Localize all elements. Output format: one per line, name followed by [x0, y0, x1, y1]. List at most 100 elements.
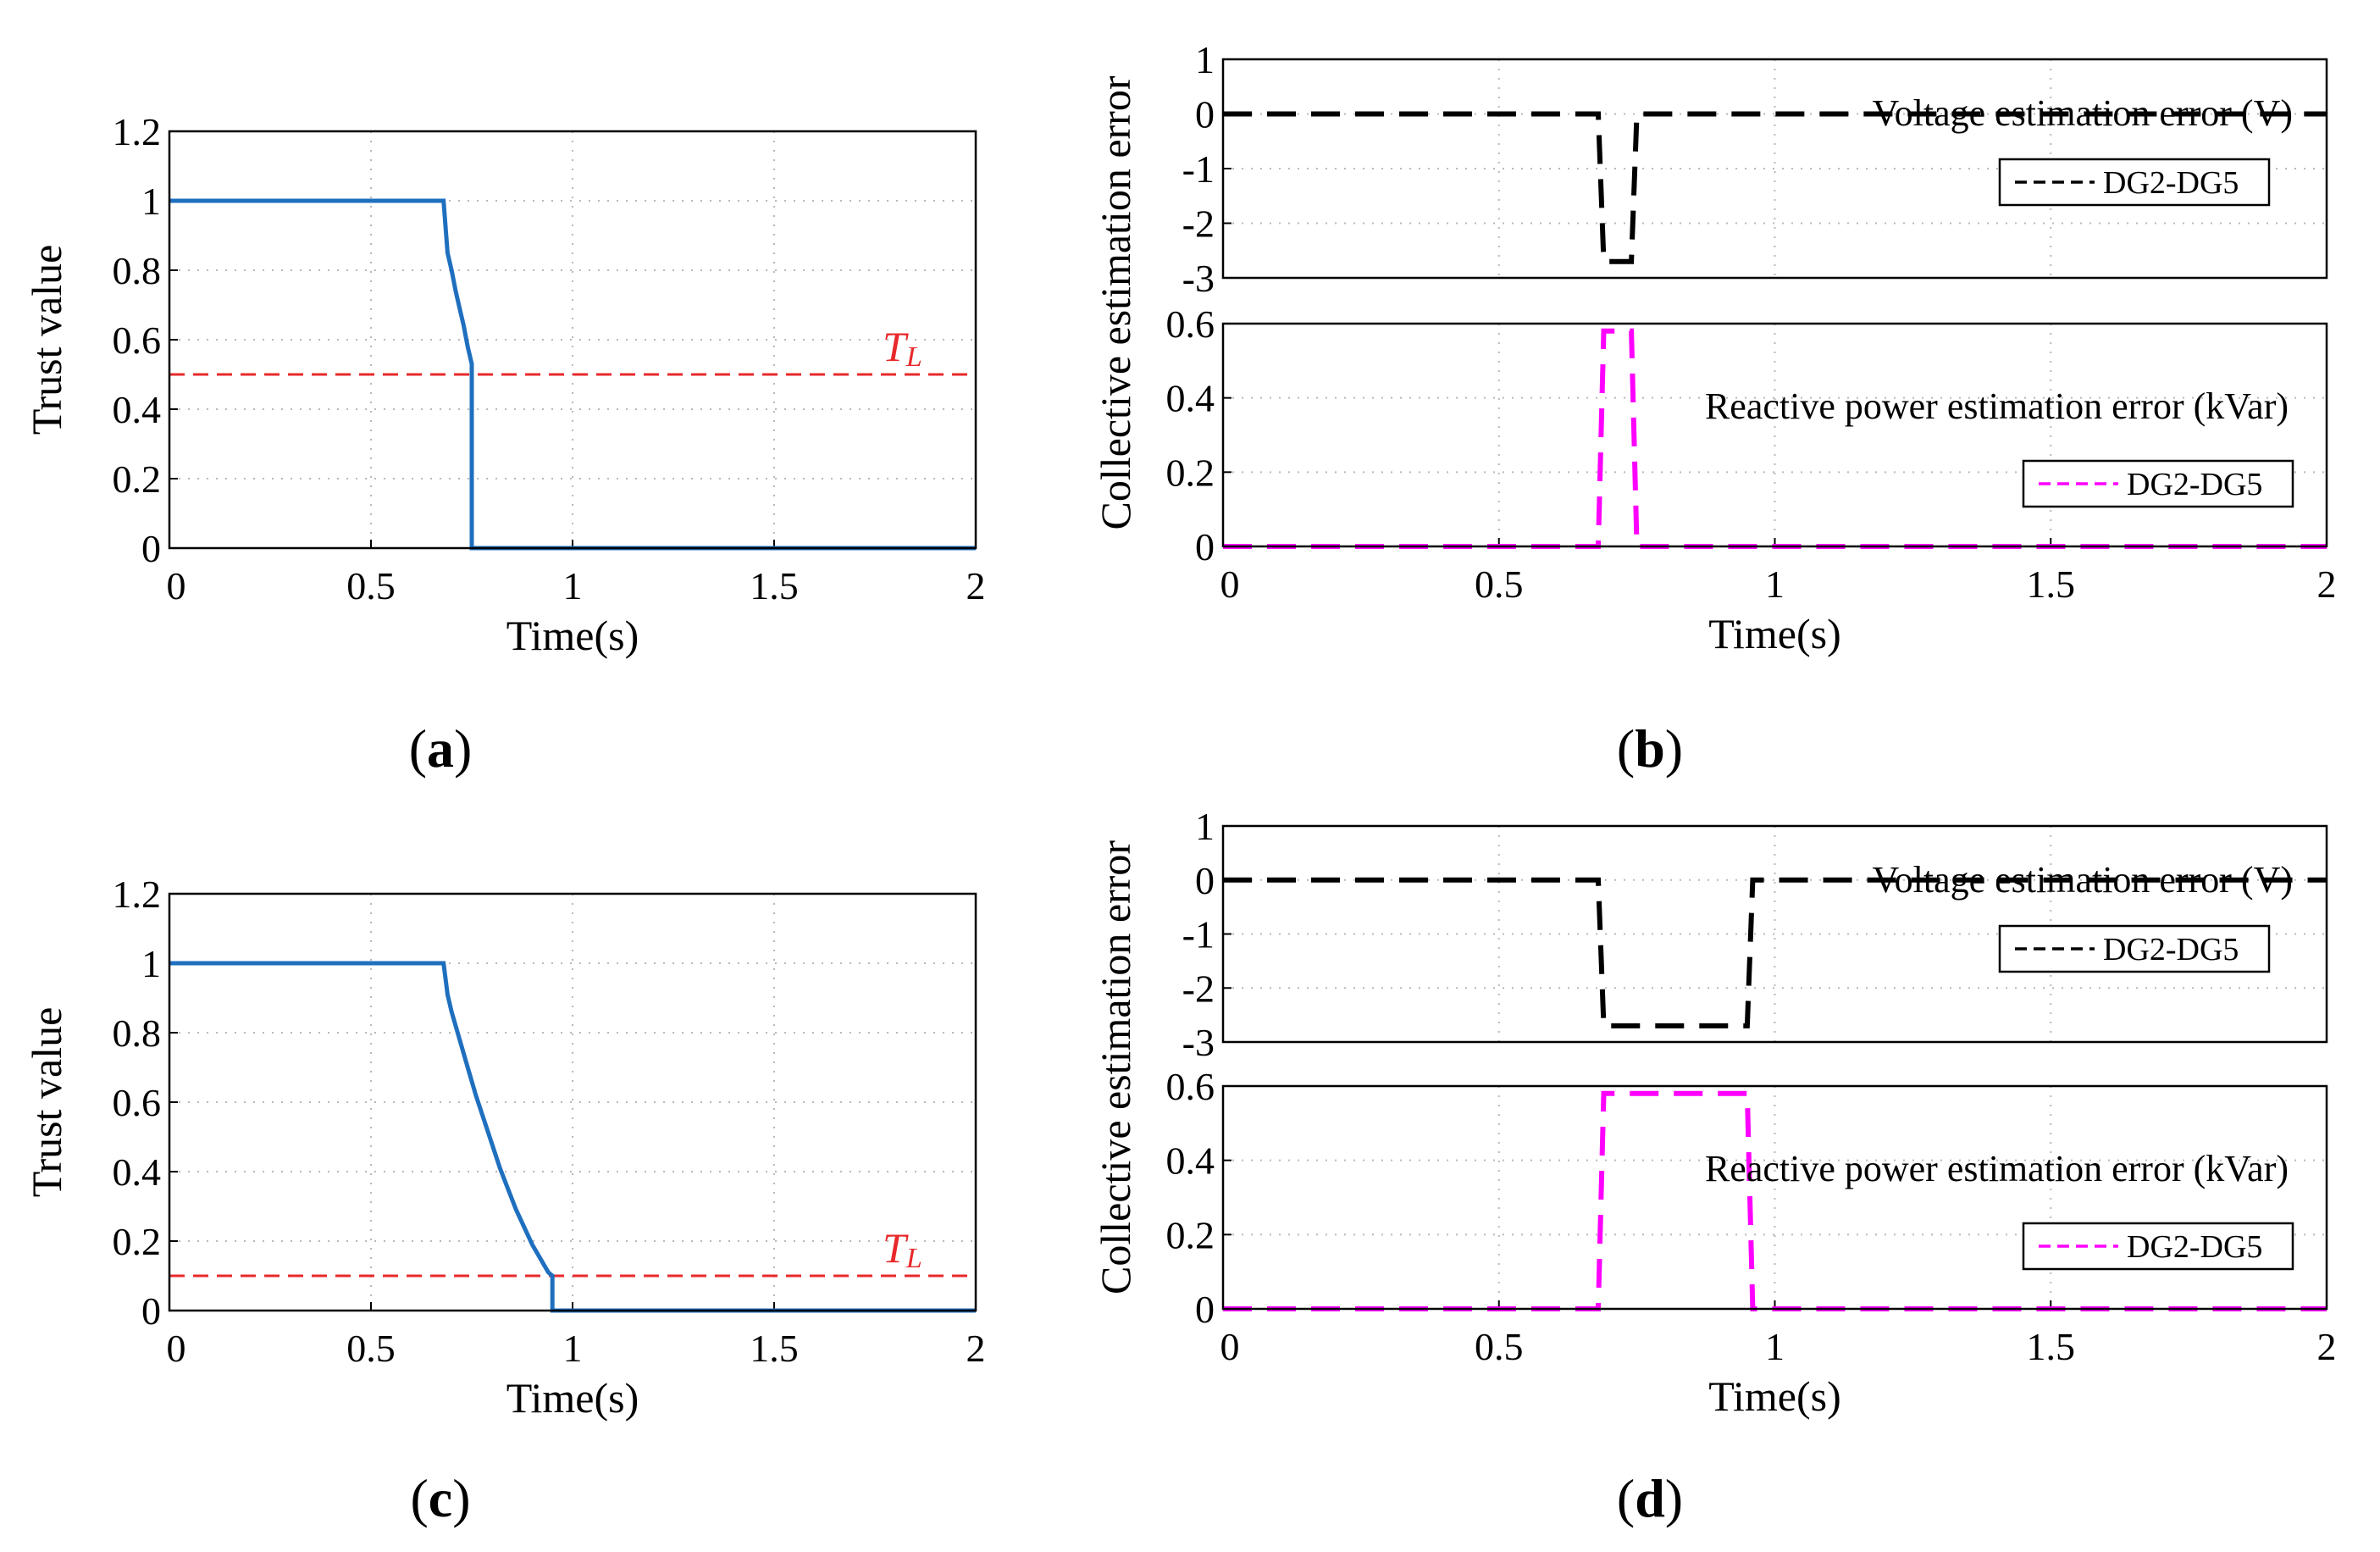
x-axis-label: Time(s): [506, 1374, 639, 1422]
series-line: [1223, 111, 2327, 264]
reactive-annotation: Reactive power estimation error (kVar): [1705, 385, 2289, 427]
y-tick-label: 1: [1195, 38, 1215, 81]
axes-frame: [1221, 824, 2328, 1044]
y-tick-label: -3: [1182, 1021, 1215, 1064]
x-tick-label: 0: [167, 1327, 186, 1370]
y-axis-label: Collective estimation error: [1092, 75, 1139, 529]
y-axis-label: Collective estimation error: [1092, 840, 1139, 1294]
y-tick-label: 0.6: [113, 319, 162, 362]
y-tick-label: 0: [1195, 1288, 1215, 1331]
x-tick-label: 1.5: [750, 564, 799, 607]
legend: DG2-DG5: [2022, 459, 2294, 508]
y-tick-label: 0: [1195, 525, 1215, 568]
x-tick-label: 0.5: [346, 564, 396, 607]
series-line: [1223, 1090, 2327, 1311]
threshold-label: TL: [883, 1224, 922, 1274]
y-tick-label: -1: [1182, 147, 1215, 191]
panel-c: 0 0.2 0.4 0.6 0.8 1 1.2 0 0.5 1 1.5 2 TL Time(s) Trust…: [23, 873, 986, 1528]
reactive-subplot: 0 0.2 0.4 0.6 0 0.5 1 1.5 2 Reactive power estima…: [1166, 1065, 2337, 1420]
y-tick-label: 0.4: [1166, 377, 1215, 420]
x-tick-label: 0.5: [1475, 1325, 1524, 1368]
y-tick-label: 0.2: [113, 457, 162, 501]
y-tick-label: 0: [141, 527, 161, 570]
series-line: [169, 961, 976, 1313]
y-tick-label: 1: [1195, 805, 1215, 848]
voltage-annotation: Voltage estimation error (V): [1873, 859, 2293, 901]
axes-frame: [1221, 322, 2328, 548]
y-tick-label: 0.4: [1166, 1139, 1215, 1183]
x-tick-label: 0: [1220, 1325, 1240, 1368]
legend-box: [2022, 1222, 2294, 1271]
x-tick-label: 1.5: [750, 1327, 799, 1370]
grid: [1223, 324, 2327, 546]
x-axis-label: Time(s): [1708, 1372, 1841, 1420]
x-tick-label: 1: [1765, 563, 1785, 606]
x-tick-label: 1: [563, 564, 583, 607]
y-tick-label: 0.2: [1166, 1213, 1215, 1256]
y-tick-label: -2: [1182, 967, 1215, 1010]
y-tick-label: 0: [1195, 93, 1215, 136]
y-tick-label: 0.8: [113, 249, 162, 292]
panel-a: 0 0.2 0.4 0.6 0.8 1 1.2 0 0.5 1 1.5 2 TL Time(s) Trust…: [23, 110, 986, 779]
series-line: [1223, 877, 2327, 1028]
legend: DG2-DG5: [1998, 158, 2271, 207]
y-tick-label: 0.2: [1166, 451, 1215, 494]
x-tick-label: 0: [1220, 563, 1240, 606]
legend-label: DG2-DG5: [2103, 165, 2239, 201]
x-tick-label: 2: [966, 1327, 986, 1370]
y-tick-label: -2: [1182, 202, 1215, 246]
legend-label: DG2-DG5: [2103, 932, 2239, 967]
y-tick-label: 0.4: [113, 388, 162, 431]
y-axis-label: Trust value: [23, 1007, 70, 1198]
panel-d: -3 -2 -1 0 1 Voltage estimation error (V) DG2-…: [1092, 805, 2337, 1528]
x-tick-label: 1: [1765, 1325, 1785, 1368]
axes-frame: [1221, 58, 2328, 280]
y-tick-label: 0: [141, 1289, 161, 1333]
x-tick-label: 2: [2317, 1325, 2337, 1368]
x-tick-label: 1: [563, 1327, 583, 1370]
grid: [169, 131, 976, 548]
y-tick-label: 0: [1195, 859, 1215, 902]
series-line: [1223, 328, 2327, 549]
x-tick-label: 2: [2317, 563, 2337, 606]
y-axis-label: Trust value: [23, 245, 70, 435]
grid: [169, 894, 976, 1311]
x-tick-label: 2: [966, 564, 986, 607]
reactive-subplot: 0 0.2 0.4 0.6 0 0.5 1 1.5 2 Reactive power estima…: [1166, 302, 2337, 657]
y-tick-label: -3: [1182, 257, 1215, 300]
panel-caption: (a): [409, 718, 473, 779]
y-tick-label: 0.2: [113, 1220, 162, 1263]
voltage-subplot: -3 -2 -1 0 1 Voltage estimation error (V) DG2-…: [1182, 805, 2328, 1064]
x-tick-label: 0.5: [346, 1327, 396, 1370]
legend-box: [1998, 924, 2271, 973]
y-tick-label: -1: [1182, 913, 1215, 956]
y-tick-label: 0.6: [1166, 302, 1215, 346]
y-tick-label: 0.6: [1166, 1065, 1215, 1108]
x-tick-label: 1.5: [2027, 1325, 2076, 1368]
grid: [1223, 1086, 2327, 1309]
x-axis-label: Time(s): [1708, 610, 1841, 657]
y-tick-label: 1.2: [113, 873, 162, 916]
legend: DG2-DG5: [1998, 924, 2271, 973]
panel-b: -3 -2 -1 0 1 Voltage estimation error (V) DG2-…: [1092, 38, 2337, 779]
panel-caption: (d): [1617, 1468, 1683, 1528]
voltage-subplot: -3 -2 -1 0 1 Voltage estimation error (V) DG2-…: [1182, 38, 2328, 300]
x-axis-label: Time(s): [506, 612, 639, 659]
panel-caption: (c): [410, 1468, 470, 1528]
x-tick-label: 1.5: [2027, 563, 2076, 606]
legend-label: DG2-DG5: [2127, 1229, 2262, 1265]
y-tick-label: 1.2: [113, 110, 162, 153]
threshold-label: TL: [883, 323, 922, 373]
legend-label: DG2-DG5: [2127, 467, 2262, 502]
series-line: [169, 198, 976, 551]
axes-frame: [168, 130, 977, 550]
legend: DG2-DG5: [2022, 1222, 2294, 1271]
y-tick-label: 1: [141, 180, 161, 223]
x-tick-label: 0: [167, 564, 186, 607]
panel-caption: (b): [1617, 718, 1683, 779]
x-tick-label: 0.5: [1475, 563, 1524, 606]
reactive-annotation: Reactive power estimation error (kVar): [1705, 1148, 2289, 1189]
axes-frame: [168, 892, 977, 1312]
y-tick-label: 0.4: [113, 1150, 162, 1194]
